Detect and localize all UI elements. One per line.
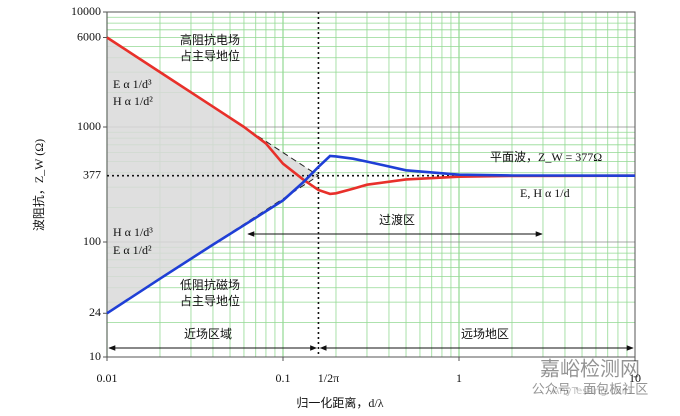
y-tick-label: 10000 [71, 4, 101, 18]
x-tick-label: 1/2π [318, 371, 339, 385]
x-tick-label: 1 [456, 371, 462, 385]
x-axis-label: 归一化距离，d/λ [296, 395, 383, 410]
plot-frame [106, 11, 636, 358]
x-tick-label: 10 [629, 371, 641, 385]
annotation: 过渡区 [379, 212, 415, 227]
x-tick-label: 0.1 [276, 371, 291, 385]
annotation: E α 1/d² [113, 243, 152, 257]
y-axis-label: 波阻抗，Z_W (Ω) [31, 139, 46, 231]
annotation: 近场区域 [184, 327, 232, 341]
annotation: 低阻抗磁场 [180, 277, 240, 292]
annotation: 占主导地位 [180, 48, 240, 63]
x-tick-label: 0.01 [97, 371, 118, 385]
y-tick-label: 377 [83, 167, 101, 181]
annotation: E, H α 1/d [520, 186, 570, 200]
annotation: 平面波，Z_W = 377Ω [490, 150, 602, 164]
watermark: AnyTesting.com [553, 386, 632, 397]
y-tick-label: 1000 [77, 119, 101, 133]
annotation: H α 1/d² [113, 94, 153, 108]
annotation: 占主导地位 [180, 293, 240, 308]
watermark: 公众号 · 面包板社区 [532, 382, 648, 398]
annotation: 高阻抗电场 [180, 32, 240, 47]
y-tick-label: 100 [83, 234, 101, 248]
series-line [106, 36, 636, 196]
y-tick-label: 6000 [77, 29, 101, 43]
watermark: 嘉峪检测网 [540, 357, 640, 381]
y-tick-label: 24 [89, 305, 101, 319]
annotation: H α 1/d³ [113, 225, 153, 239]
annotation: E α 1/d³ [113, 77, 152, 91]
annotation: 远场地区 [461, 327, 509, 341]
y-tick-label: 10 [89, 349, 101, 363]
series-line [106, 154, 636, 315]
